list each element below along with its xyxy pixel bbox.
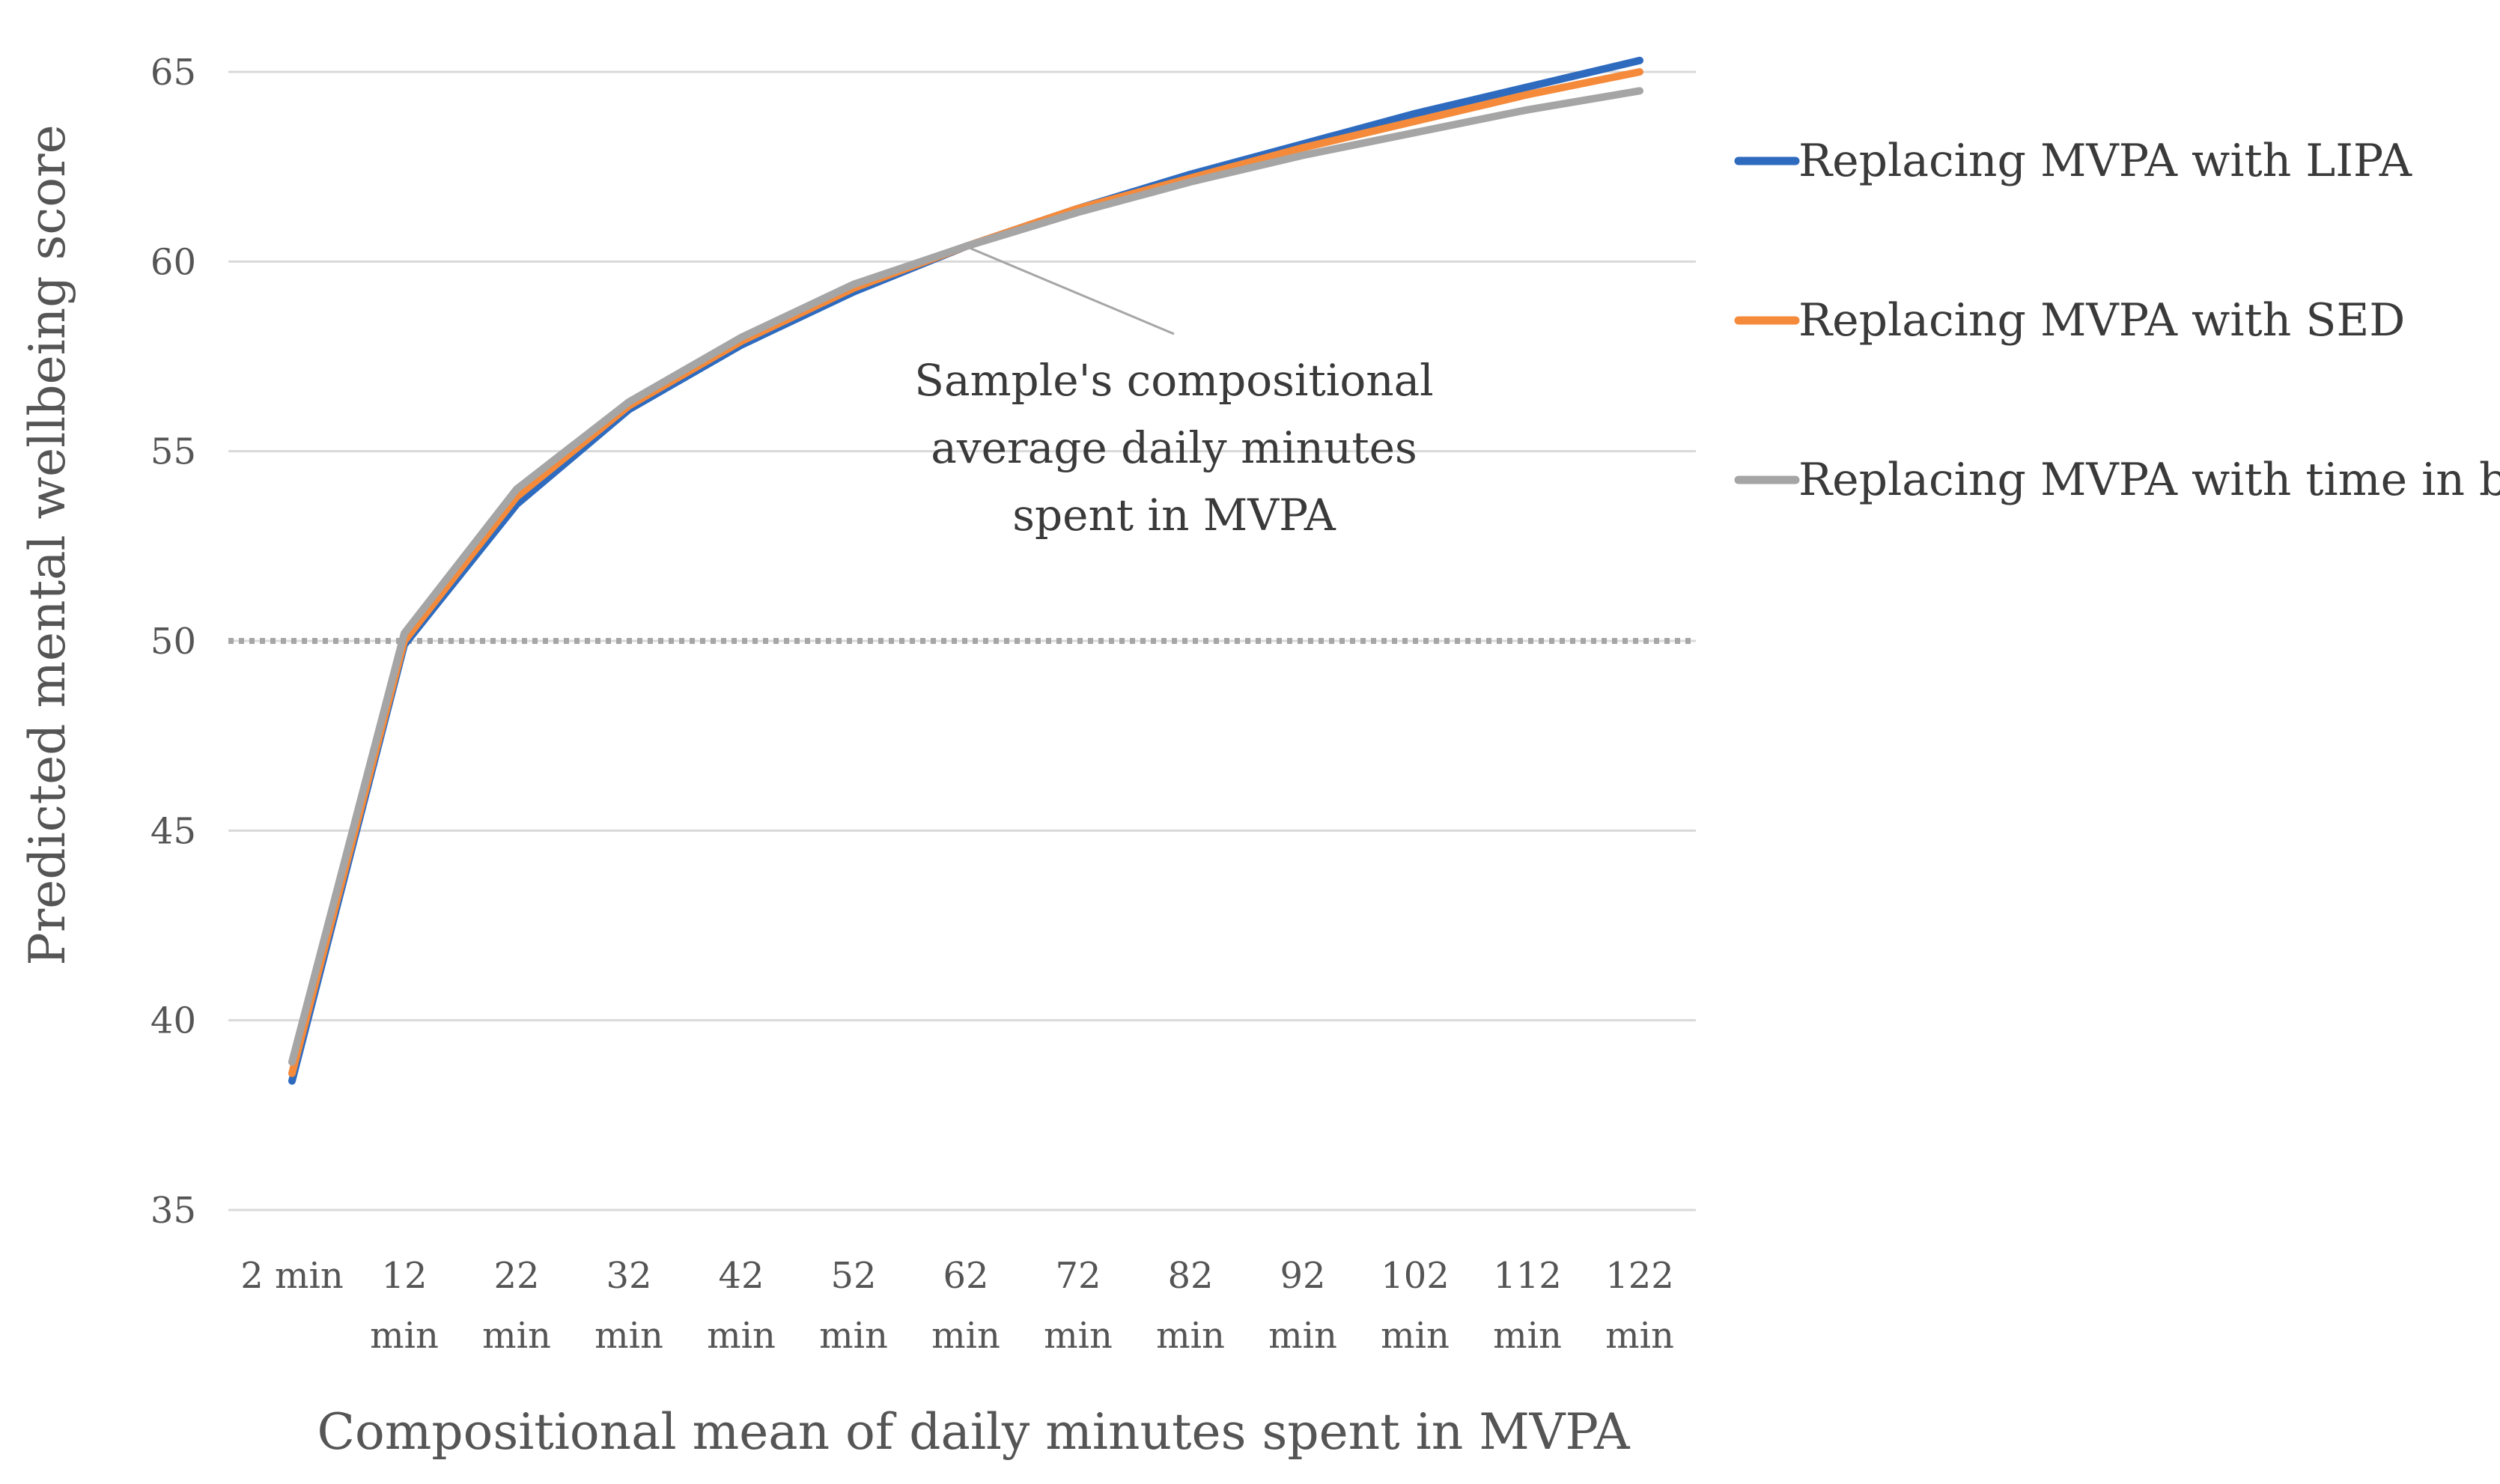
x-tick-label-line: min [1156,1315,1225,1357]
x-tick-label: 82 min [1156,1255,1225,1357]
x-tick-label: 42 min [707,1255,776,1357]
legend-label: Replacing MVPA with LIPA [1798,135,2412,187]
x-tick-label-line: 92 [1280,1255,1325,1297]
legend: Replacing MVPA with LIPA Replacing MVPA w… [1734,135,2500,506]
x-tick-label-line: min [1493,1315,1562,1357]
y-tick-label: 35 [150,1190,196,1232]
x-tick-label-line: min [1268,1315,1337,1357]
x-tick-label-line: 52 [830,1255,876,1297]
series-line-1 [288,56,1643,1085]
annotation-text-line: spent in MVPA [1012,490,1336,541]
series-lines [288,56,1643,1085]
y-tick-label: 45 [150,810,196,852]
x-tick-label-line: min [1381,1315,1450,1357]
y-tick-label: 60 [150,241,196,283]
y-tick-label: 65 [150,52,196,94]
x-tick-label-line: min [1605,1315,1674,1357]
x-tick-label: 32 min [594,1255,663,1357]
x-tick-label-line: 12 [381,1255,427,1297]
x-tick-label: 92 min [1268,1255,1337,1357]
y-tick-label: 40 [150,1000,196,1042]
annotation: Sample's compositional average daily minu… [914,245,1434,541]
x-tick-label-line: min [370,1315,439,1357]
x-tick-label-line: 32 [606,1255,651,1297]
annotation-text: Sample's compositional average daily minu… [914,355,1433,541]
x-tick-label-line: 112 [1493,1255,1562,1297]
y-axis-title: Predicted mental wellbeing score [19,124,76,965]
x-tick-label: 72 min [1044,1255,1113,1357]
series-line-2 [288,68,1643,1077]
x-tick-label-line: min [594,1315,663,1357]
y-tick-labels: 35 40 45 50 55 60 65 [150,52,196,1232]
x-tick-label: 52 min [819,1255,888,1357]
annotation-leader-line [965,245,1175,335]
series-line-3 [288,87,1643,1066]
x-tick-label: 62 min [931,1255,1000,1357]
x-tick-label: 122 min [1605,1255,1674,1357]
x-tick-label-line: 122 [1605,1255,1674,1297]
x-tick-label-line: 102 [1381,1255,1450,1297]
x-tick-label-line: 42 [718,1255,764,1297]
x-tick-label-line: 72 [1055,1255,1101,1297]
x-tick-label-line: 62 [943,1255,988,1297]
x-tick-labels: 2 min 12 min 22 min 32 min 42 min 52 min 62 min 72 min… [240,1255,1674,1357]
y-tick-label: 55 [150,431,196,473]
x-tick-label: 22 min [482,1255,551,1357]
x-tick-label-line: 82 [1167,1255,1213,1297]
legend-label: Replacing MVPA with SED [1798,294,2405,347]
y-tick-label: 50 [150,621,196,663]
x-tick-label: 12 min [370,1255,439,1357]
x-tick-label-line: min [819,1315,888,1357]
x-tick-label: 102 min [1381,1255,1450,1357]
annotation-text-line: Sample's compositional [914,355,1433,406]
annotation-text-line: average daily minutes [931,422,1417,473]
x-tick-label: 2 min [240,1255,344,1297]
x-tick-label-line: 2 min [240,1255,344,1297]
x-tick-label: 112 min [1493,1255,1562,1357]
x-tick-label-line: 22 [493,1255,539,1297]
x-tick-label-line: min [482,1315,551,1357]
x-axis-title: Compositional mean of daily minutes spen… [317,1403,1631,1461]
x-tick-label-line: min [707,1315,776,1357]
x-tick-label-line: min [1044,1315,1113,1357]
x-tick-label-line: min [931,1315,1000,1357]
legend-label: Replacing MVPA with time in bed [1798,454,2500,506]
